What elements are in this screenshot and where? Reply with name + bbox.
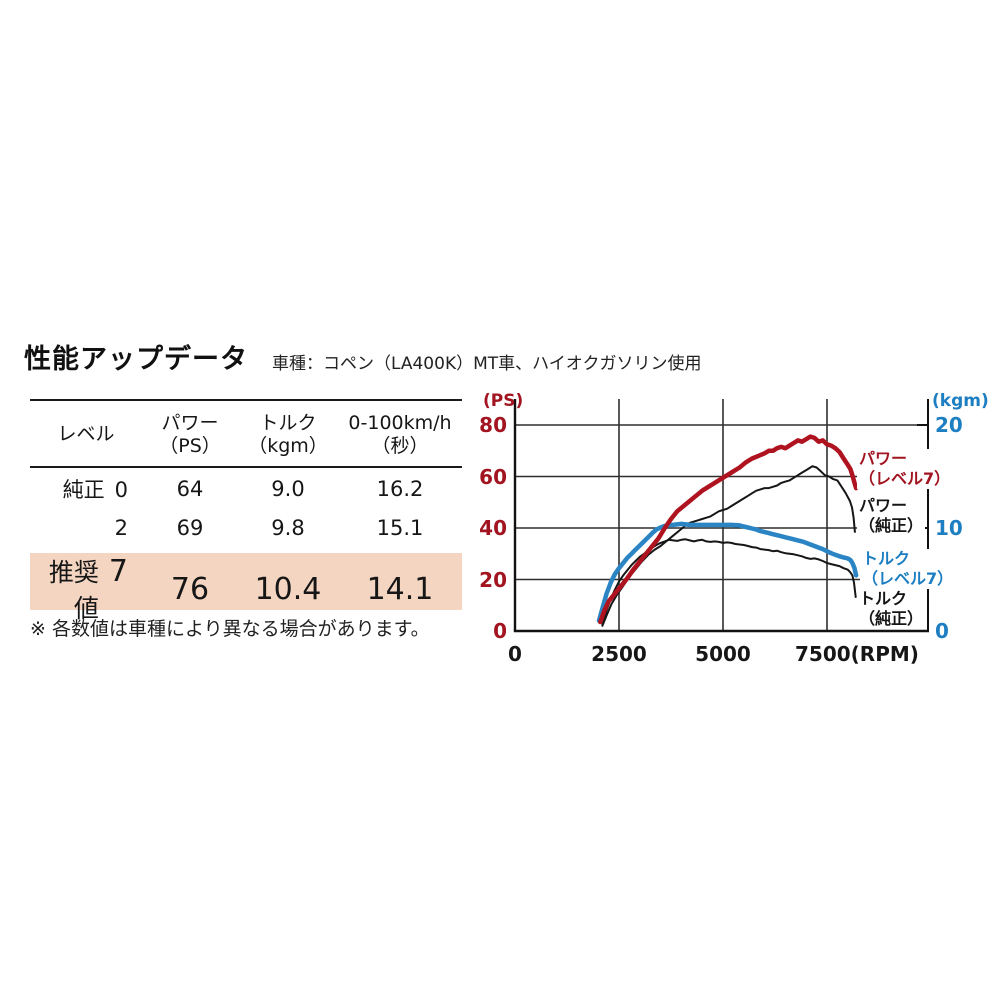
cell-power: 76 [170, 571, 210, 607]
cell-torque: 9.8 [271, 515, 305, 540]
cell-accel: 16.2 [376, 476, 424, 501]
kgm-axis-label: (kgm) [932, 391, 989, 411]
ps-tick-label: 60 [479, 464, 507, 489]
table-row-stock: 純正 0 64 9.0 16.2 [30, 468, 462, 509]
header-accel: 0-100km/h （秒） [348, 411, 452, 457]
ps-tick-label: 0 [493, 619, 507, 643]
series-トルク（レベル7） [596, 521, 859, 623]
cell-power: 64 [176, 476, 204, 501]
table-row-level2: 2 69 9.8 15.1 [30, 509, 462, 546]
cell-torque: 10.4 [254, 571, 322, 607]
cell-level: 純正 0 [62, 477, 128, 502]
cell-level: 2 [114, 515, 128, 540]
series-パワー（レベル7） [598, 434, 859, 625]
cell-torque: 9.0 [271, 476, 305, 501]
kgm-tick-label: 10 [935, 516, 963, 540]
ps-tick-label: 40 [479, 516, 507, 540]
rpm-tick-label: 0 [508, 642, 522, 666]
table-mid-rule [30, 466, 462, 468]
series-パワー（純正） [601, 465, 856, 627]
legend-power-level7: パワー （レベル7） [857, 449, 953, 489]
legend-torque-level7: トルク （レベル7） [860, 549, 956, 589]
legend-power-stock: パワー （純正） [857, 496, 926, 536]
table-header-row: レベル パワー （PS） トルク （kgm） 0-100km/h （秒） [30, 401, 462, 466]
vehicle-subtitle: 車種：コペン（LA400K）MT車、ハイオクガソリン使用 [272, 354, 702, 374]
cell-accel: 15.1 [376, 515, 424, 540]
kgm-tick-label: 0 [935, 619, 949, 643]
table-top-rule [30, 399, 462, 401]
rpm-tick-label: 2500 [591, 642, 647, 666]
table-spacer [30, 546, 462, 553]
rpm-tick-label: 7500(RPM) [795, 642, 919, 666]
rpm-tick-label: 5000 [695, 642, 751, 666]
legend-torque-stock: トルク （純正） [857, 589, 926, 629]
kgm-tick-label: 20 [935, 413, 963, 437]
series-トルク（純正） [601, 538, 857, 626]
header-power: パワー （PS） [159, 411, 221, 457]
cell-power: 69 [176, 515, 204, 540]
ps-tick-label: 20 [479, 567, 507, 592]
footnote: ※ 各数値は車種により異なる場合があります。 [30, 618, 430, 640]
page-title: 性能アップデータ [24, 344, 248, 375]
cell-accel: 14.1 [366, 571, 434, 607]
header-torque: トルク （kgm） [248, 411, 328, 457]
performance-table: レベル パワー （PS） トルク （kgm） 0-100km/h （秒） 純正 0… [30, 399, 462, 623]
ps-tick-label: 80 [479, 413, 507, 437]
header-level: レベル [57, 423, 115, 445]
table-row-recommended: 推奨値 7 76 10.4 14.1 [30, 553, 462, 623]
cell-level: 推奨値 7 [48, 554, 128, 623]
ps-axis-label: (PS) [483, 391, 524, 411]
